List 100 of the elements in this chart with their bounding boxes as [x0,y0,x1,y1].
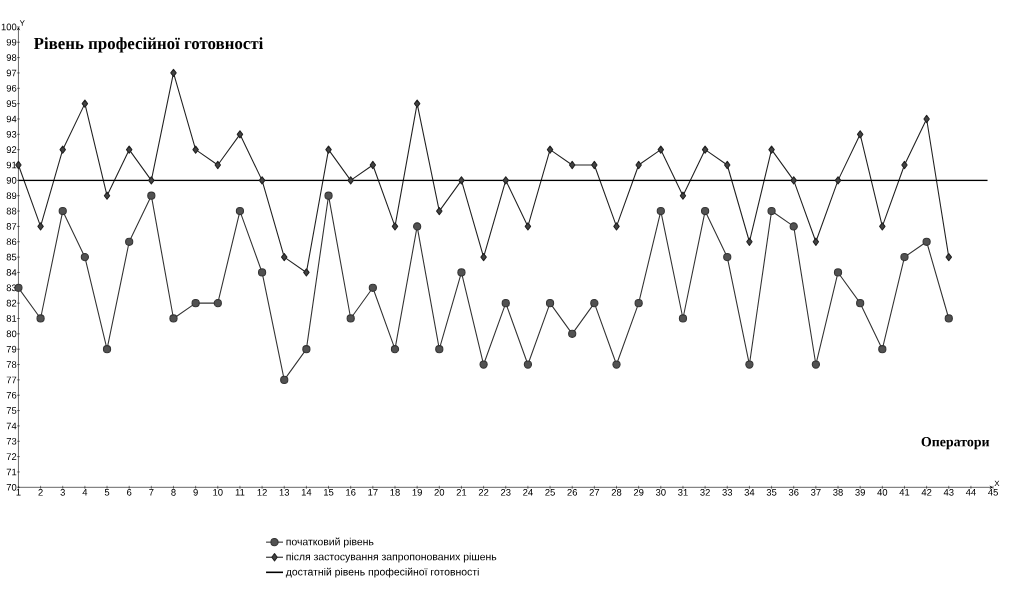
x-tick-label: 31 [678,489,688,496]
point [656,206,665,216]
y-tick-label: 81 [6,315,17,322]
x-tick-label: 17 [368,489,378,496]
point [369,160,377,170]
x-tick-label: 11 [235,489,245,496]
point [746,237,753,246]
x-tick-label: 30 [655,489,666,496]
point [148,176,155,185]
point [368,283,377,292]
y-tick-label: 100 [1,23,17,31]
x-tick-label: 25 [545,489,555,496]
point [458,176,465,185]
point [480,252,487,262]
point [147,191,156,200]
x-tick-label: 36 [788,489,799,496]
point [613,222,620,231]
point [634,299,643,308]
y-tick-label: 84 [6,269,17,276]
point [700,206,710,216]
point [413,222,422,231]
point [281,252,288,262]
point [102,345,112,354]
point [214,160,222,170]
y-tick-label: 95 [6,100,17,107]
x-tick-label: 7 [149,489,154,496]
x-tick-label: 39 [855,489,865,496]
y-tick-label: 78 [6,361,17,368]
x-tick-label: 10 [213,489,223,496]
point [767,206,776,216]
point [523,360,533,369]
point [125,145,133,154]
point [235,206,245,216]
point [125,237,134,246]
point [568,160,576,170]
point [457,268,466,277]
point [303,268,310,277]
x-tick-label: 2 [38,489,43,496]
point [945,252,953,262]
legend-label: після застосування запропонованих рішень [286,552,497,563]
point [900,252,909,262]
x-tick-label: 38 [833,489,843,496]
point [901,160,908,170]
point [103,191,111,200]
x-tick-label: 35 [766,489,777,496]
y-tick-label: 88 [6,207,17,215]
point [324,191,333,200]
x-tick-label: 1 [16,489,21,496]
x-tick-label: 6 [127,489,132,496]
point [413,99,421,108]
point [811,360,820,369]
point [302,345,311,354]
y-tick-label: 96 [6,84,17,92]
point [545,299,555,308]
x-tick-label: 14 [301,489,312,496]
point [236,130,244,139]
y-tick-label: 76 [6,391,17,399]
point [878,345,887,354]
text: Рівень професійної готовності [33,37,264,53]
point [435,345,444,354]
point [37,222,44,231]
point [81,99,89,108]
y-tick-label: 71 [6,468,17,476]
point [834,176,842,185]
annotation: Оператори [921,437,990,450]
x-tick-label: 22 [478,489,489,496]
point [657,145,665,154]
point [812,237,820,246]
x-tick-label: 3 [60,489,65,496]
y-tick-label: 98 [6,54,17,61]
point [191,299,200,308]
point [856,299,865,308]
y-tick-label: 89 [6,192,17,200]
point [944,314,953,323]
y-tick-label: 74 [6,422,17,430]
x-tick-label: 24 [523,489,533,496]
y-tick-label: 82 [6,299,17,307]
point [436,206,443,216]
point [922,237,931,246]
point [590,299,599,308]
point [59,145,66,154]
x-tick-label: 4 [82,489,88,496]
point [502,176,509,185]
point [923,114,930,124]
x-tick-label: 23 [500,489,511,496]
point [612,360,621,369]
legend-label: достатній рівень професійної готовності [285,567,479,578]
y-tick-label: 97 [6,69,17,77]
x-tick-label: 37 [810,489,821,496]
point [213,299,222,308]
x-tick-label: 28 [611,489,622,496]
x-tick-label: 45 [988,489,998,496]
x-tick-label: 40 [877,489,888,496]
x-tick-label: 44 [965,489,976,496]
x-tick-label: 8 [171,489,176,496]
x-tick-label: 34 [744,489,755,496]
x-tick-label: 20 [434,489,445,496]
x-tick-label: 13 [279,489,290,496]
point [390,345,400,354]
point [80,252,90,262]
